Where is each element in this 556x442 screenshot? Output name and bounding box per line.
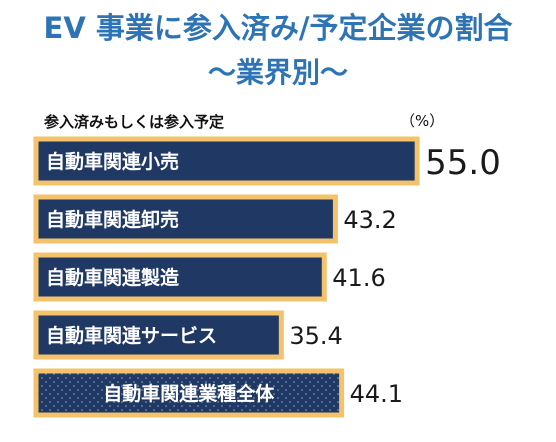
value-label-0: 55.0 (425, 143, 501, 183)
unit-label: （%） (400, 112, 445, 130)
category-label-3: 自動車関連サービス (46, 324, 217, 347)
chart-title: EV 事業に参入済み/予定企業の割合 (43, 11, 513, 45)
chart-subtitle: ～業界別～ (207, 56, 348, 89)
bar-0 (33, 136, 420, 186)
value-label-3: 35.4 (289, 322, 342, 350)
category-label-1: 自動車関連卸売 (46, 208, 179, 231)
value-label-2: 41.6 (332, 264, 385, 292)
bar-2 (33, 252, 327, 302)
bar-1 (33, 194, 338, 244)
chart-caption: 参入済みもしくは参入予定 (44, 113, 225, 131)
value-label-1: 43.2 (343, 206, 396, 234)
category-label-2: 自動車関連製造 (46, 266, 180, 289)
bar-3 (33, 310, 284, 360)
value-label-4: 44.1 (350, 380, 403, 408)
category-label-4: 自動車関連業種全体 (103, 382, 275, 405)
bar-4 (33, 368, 345, 418)
category-label-0: 自動車関連小売 (46, 150, 179, 173)
